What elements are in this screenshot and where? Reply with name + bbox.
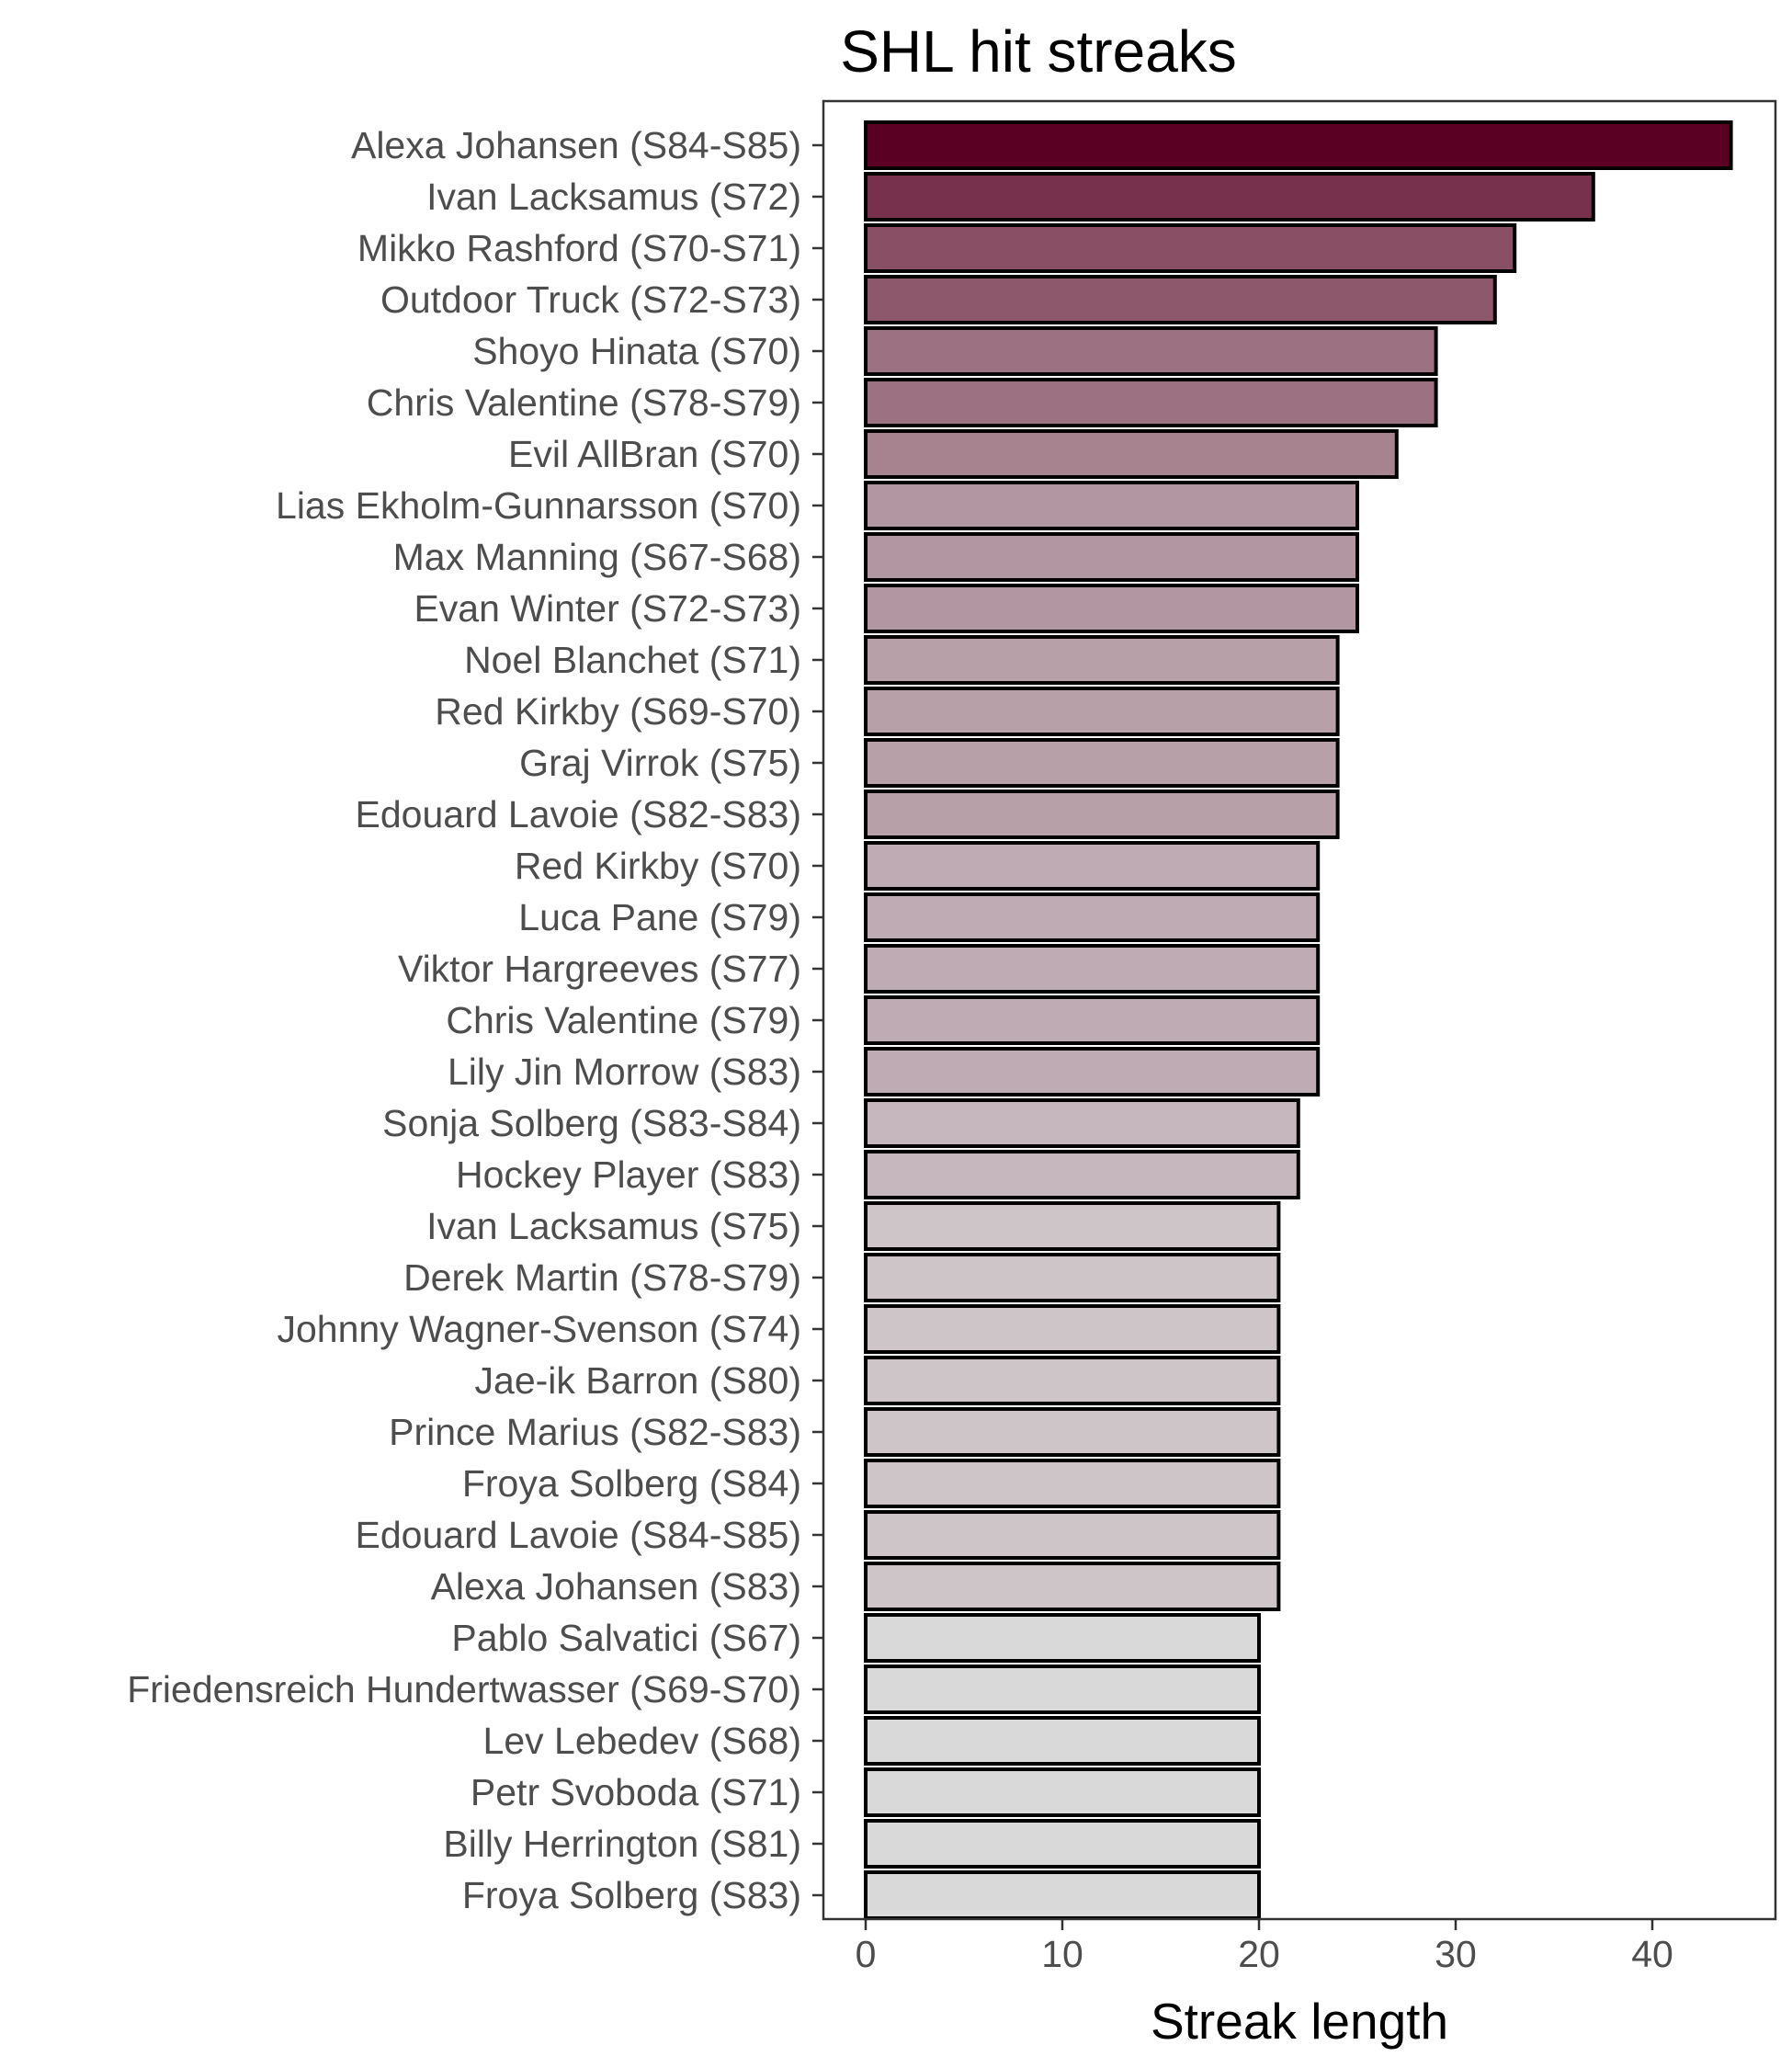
y-tick-label: Lily Jin Morrow (S83) (448, 1051, 801, 1093)
y-tick-label: Graj Virrok (S75) (519, 742, 801, 784)
y-tick-label: Ivan Lacksamus (S75) (426, 1205, 801, 1247)
y-tick-label: Prince Marius (S82-S83) (389, 1411, 801, 1453)
y-tick-label: Alexa Johansen (S83) (431, 1565, 801, 1608)
x-tick-label: 20 (1238, 1933, 1280, 1975)
panel-border (822, 99, 1777, 1921)
y-tick-label: Shoyo Hinata (S70) (472, 330, 801, 372)
y-tick-label: Evan Winter (S72-S73) (414, 587, 801, 630)
y-tick-label: Petr Svoboda (S71) (471, 1771, 801, 1813)
y-tick-label: Noel Blanchet (S71) (464, 639, 801, 681)
bar (864, 1510, 1281, 1560)
bar (864, 584, 1359, 633)
y-tick-label: Pablo Salvatici (S67) (451, 1617, 801, 1659)
y-tick-label: Sonja Solberg (S83-S84) (382, 1102, 801, 1144)
y-tick-label: Evil AllBran (S70) (508, 433, 801, 475)
bar (864, 1047, 1321, 1096)
y-tick-label: Friedensreich Hundertwasser (S69-S70) (127, 1668, 801, 1710)
x-tick-label: 30 (1435, 1933, 1477, 1975)
y-tick-label: Johnny Wagner-Svenson (S74) (278, 1308, 802, 1350)
bar (864, 1562, 1281, 1611)
x-tick-label: 0 (856, 1933, 877, 1975)
y-tick-label: Lias Ekholm-Gunnarsson (S70) (276, 484, 801, 527)
bar (864, 429, 1399, 479)
bar (864, 481, 1359, 530)
y-tick-label: Lev Lebedev (S68) (483, 1720, 801, 1762)
x-axis: 0 10 20 30 40 (856, 1919, 1673, 1975)
y-tick-label: Derek Martin (S78-S79) (403, 1256, 801, 1299)
bar (864, 790, 1340, 839)
bar (864, 1150, 1300, 1199)
bar (864, 687, 1340, 736)
bar (864, 1253, 1281, 1302)
y-axis: Alexa Johansen (S84-S85) Ivan Lacksamus (… (127, 124, 823, 1916)
bar (864, 1613, 1261, 1663)
y-tick-label: Jae-ik Barron (S80) (475, 1359, 801, 1402)
bar (864, 1767, 1261, 1817)
bar (864, 841, 1321, 891)
y-tick-label: Red Kirkby (S69-S70) (435, 690, 801, 733)
y-tick-label: Ivan Lacksamus (S72) (426, 176, 801, 218)
bar (864, 1716, 1261, 1766)
bar (864, 1098, 1300, 1148)
y-tick-label: Max Manning (S67-S68) (393, 536, 801, 578)
y-tick-label: Alexa Johansen (S84-S85) (351, 124, 801, 166)
bar (864, 326, 1438, 376)
y-tick-label: Red Kirkby (S70) (515, 845, 801, 887)
bar (864, 1665, 1261, 1714)
chart-title: SHL hit streaks (840, 18, 1237, 85)
y-tick-label: Outdoor Truck (S72-S73) (380, 278, 801, 321)
bar (864, 120, 1733, 170)
bar (864, 944, 1321, 994)
bar (864, 995, 1321, 1045)
y-tick-label: Chris Valentine (S79) (446, 999, 801, 1041)
bar (864, 738, 1340, 788)
y-tick-label: Mikko Rashford (S70-S71) (357, 227, 801, 269)
bar (864, 532, 1359, 582)
bar (864, 635, 1340, 685)
y-tick-label: Viktor Hargreeves (S77) (398, 948, 801, 990)
bars-layer (864, 120, 1733, 1920)
y-tick-label: Chris Valentine (S78-S79) (367, 381, 801, 424)
x-tick-label: 10 (1041, 1933, 1083, 1975)
y-tick-label: Froya Solberg (S83) (462, 1874, 801, 1916)
bar (864, 1819, 1261, 1869)
bar (864, 223, 1517, 273)
bar (864, 378, 1438, 427)
y-tick-label: Froya Solberg (S84) (462, 1462, 801, 1505)
y-tick-label: Luca Pane (S79) (518, 896, 801, 938)
x-axis-title: Streak length (1151, 1993, 1448, 2050)
y-tick-label: Hockey Player (S83) (456, 1153, 801, 1196)
bar (864, 1407, 1281, 1457)
bar (864, 1201, 1281, 1251)
y-tick-label: Billy Herrington (S81) (443, 1823, 801, 1865)
bar (864, 892, 1321, 942)
bar (864, 1459, 1281, 1508)
x-tick-label: 40 (1631, 1933, 1673, 1975)
bar (864, 1356, 1281, 1405)
bar (864, 1870, 1261, 1920)
y-tick-label: Edouard Lavoie (S84-S85) (356, 1514, 801, 1556)
y-tick-label: Edouard Lavoie (S82-S83) (356, 793, 801, 835)
bar (864, 1304, 1281, 1354)
bar (864, 172, 1595, 222)
bar (864, 275, 1497, 324)
